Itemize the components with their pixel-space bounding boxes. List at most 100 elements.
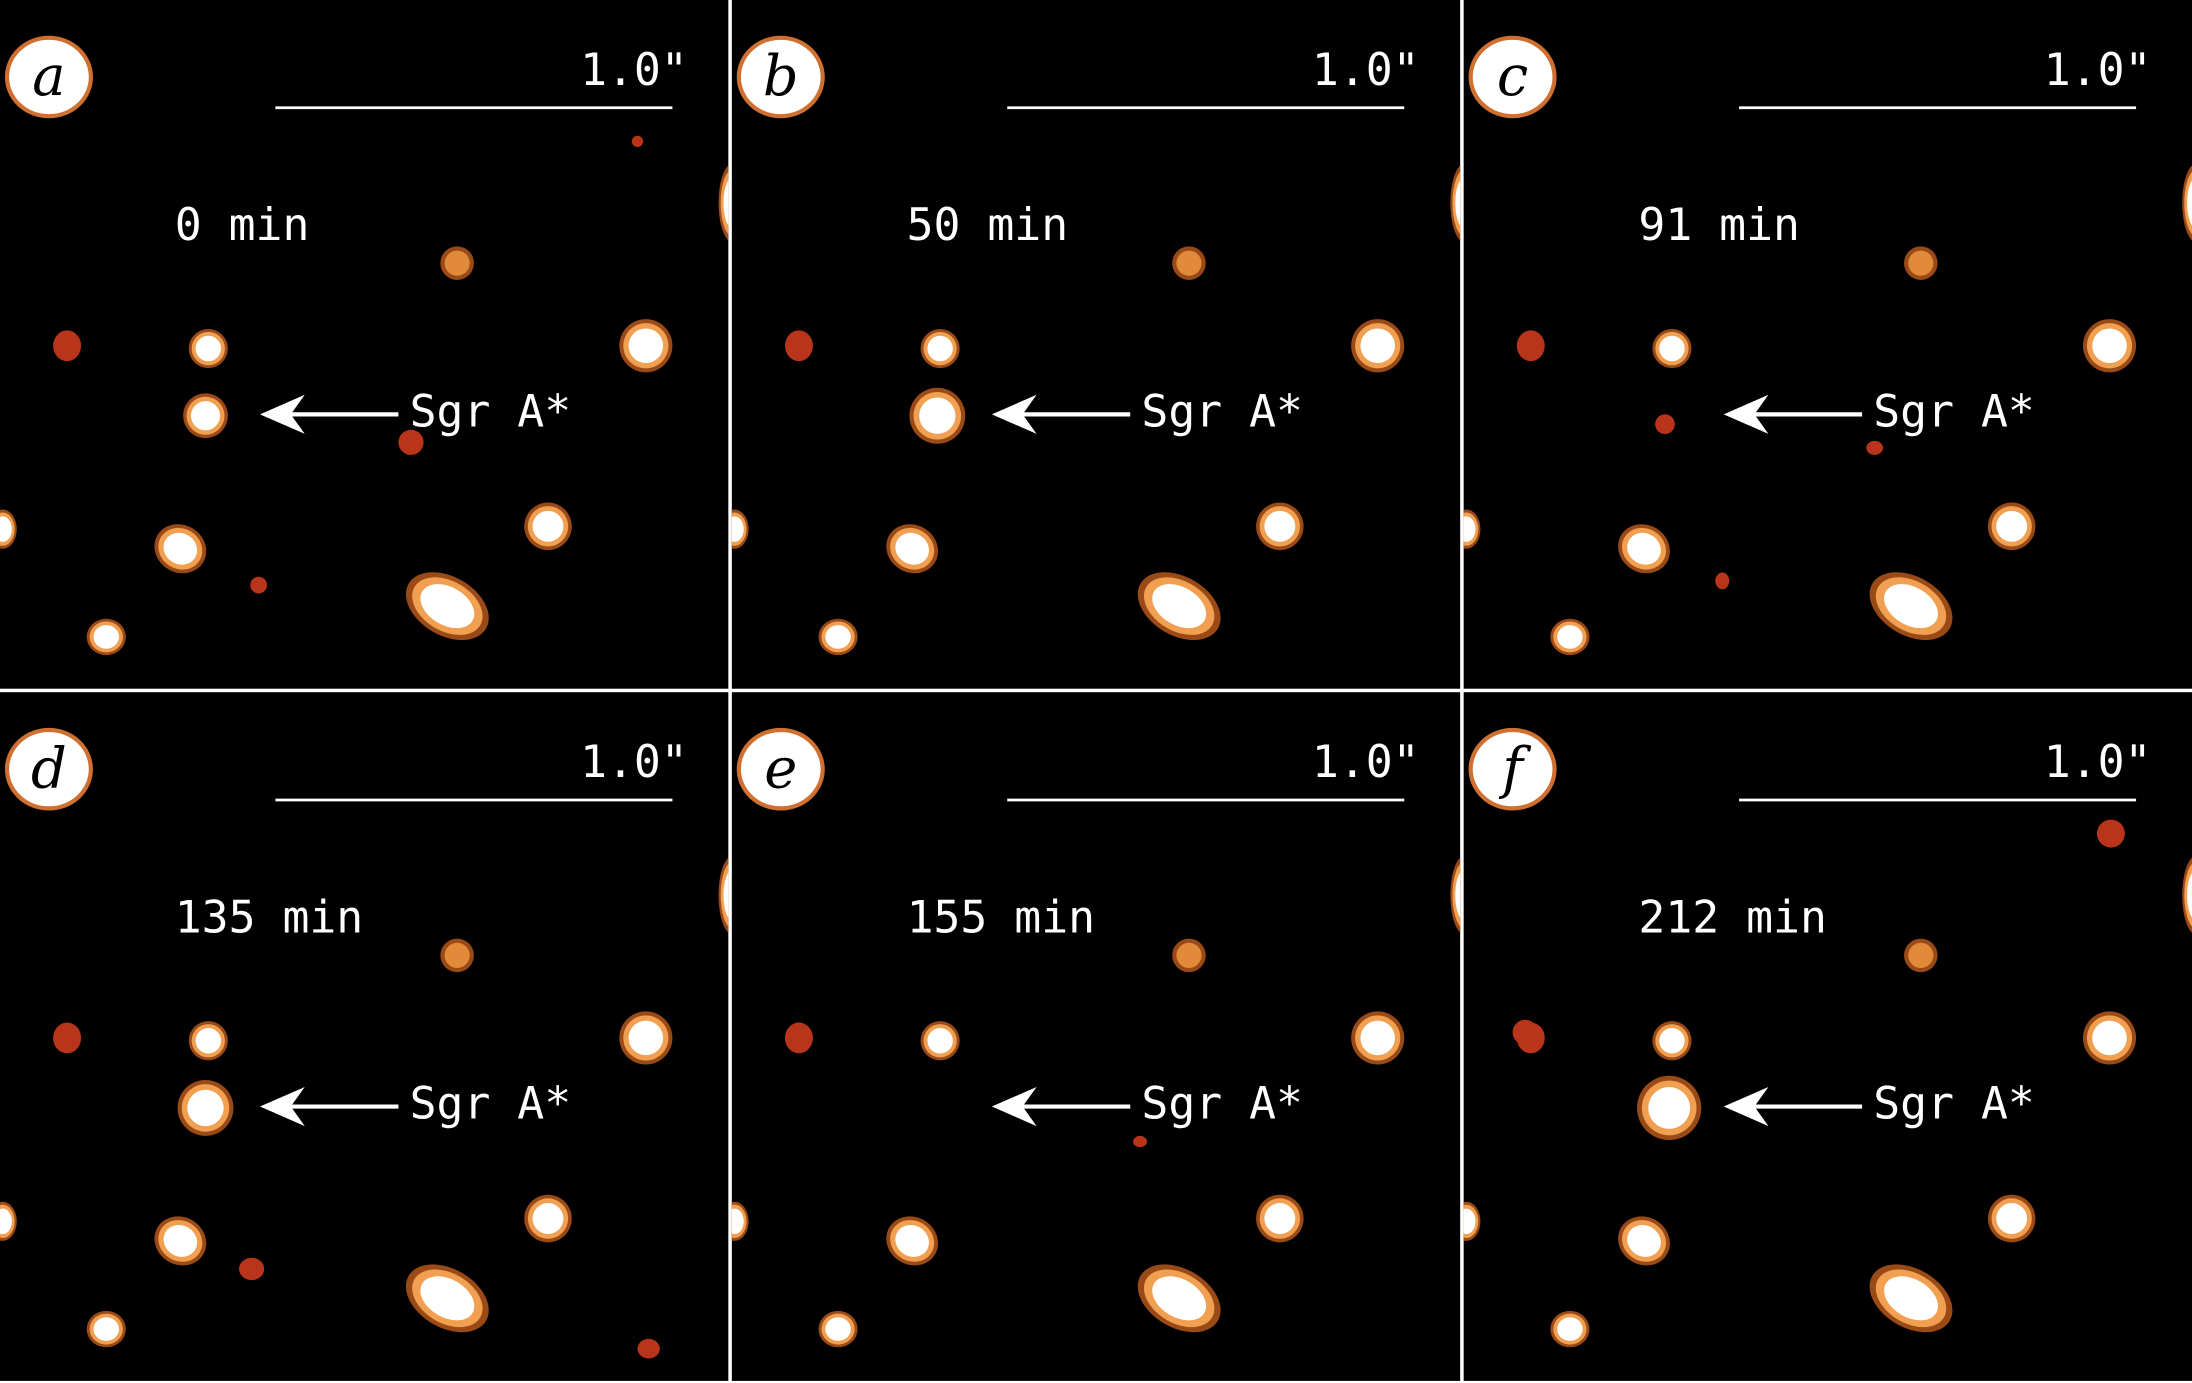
- star: [637, 1338, 660, 1359]
- star-core: [1152, 1276, 1207, 1321]
- star-core: [532, 1203, 564, 1234]
- star-core: [1360, 328, 1395, 364]
- panel-badge: [736, 35, 825, 119]
- star-core: [1659, 1028, 1685, 1054]
- star-core: [1627, 1224, 1661, 1257]
- star: [1516, 330, 1545, 362]
- target-label: Sgr A*: [410, 1077, 572, 1130]
- panel: e 1.0" 155 min Sgr A*: [731, 692, 1461, 1381]
- target-label: Sgr A*: [1141, 1077, 1303, 1130]
- star-core: [919, 397, 956, 434]
- arrow-head: [260, 1086, 305, 1127]
- star-field: [731, 165, 1461, 656]
- star-core: [1176, 942, 1202, 968]
- star-core: [2092, 1020, 2127, 1056]
- star-core: [731, 516, 744, 542]
- star-core: [1152, 584, 1207, 629]
- star-core: [825, 1317, 851, 1341]
- star-core: [628, 328, 664, 364]
- star-core: [1264, 1203, 1296, 1234]
- panel: d 1.0" 135 min Sgr A*: [0, 692, 729, 1381]
- star-core: [195, 1028, 222, 1054]
- panel-bg: [0, 0, 729, 689]
- panel-bg: [1463, 692, 2192, 1381]
- time-label: 135 min: [175, 890, 363, 943]
- star-core: [723, 872, 729, 918]
- star: [53, 330, 82, 362]
- scale-label: 1.0": [1312, 43, 1420, 96]
- star: [1133, 1135, 1148, 1148]
- panel-label: c: [1497, 44, 1528, 109]
- star-core: [1557, 1317, 1583, 1341]
- star-core: [1455, 180, 1461, 226]
- star: [250, 576, 268, 594]
- star-core: [895, 532, 929, 565]
- time-label: 91 min: [1638, 198, 1800, 251]
- star-core: [444, 250, 470, 276]
- time-label: 212 min: [1638, 890, 1826, 943]
- panel-badge: [1468, 35, 1557, 119]
- scale-label: 1.0": [580, 735, 688, 788]
- star-field: [1463, 165, 2192, 656]
- panel-bg: [731, 0, 1461, 689]
- panel-badge: [4, 727, 93, 811]
- star-core: [2187, 180, 2192, 226]
- scale-label: 1.0": [2044, 43, 2152, 96]
- panel-label: a: [32, 44, 65, 109]
- star-core: [444, 942, 470, 968]
- star-core: [1463, 1208, 1476, 1235]
- panel-label: d: [31, 736, 67, 801]
- time-label: 0 min: [175, 198, 310, 251]
- star: [53, 1022, 82, 1054]
- time-label: 155 min: [907, 890, 1095, 943]
- star-core: [927, 335, 953, 362]
- panel: c 1.0" 91 min Sgr A*: [1463, 0, 2192, 689]
- star: [1866, 440, 1884, 455]
- scale-label: 1.0": [2044, 735, 2152, 788]
- star-field: [731, 857, 1461, 1348]
- star-core: [420, 584, 475, 629]
- star-core: [190, 401, 221, 431]
- panel-badge: [1468, 727, 1557, 811]
- arrow-head: [991, 1086, 1037, 1127]
- star-core: [420, 1276, 475, 1321]
- star-core: [2187, 872, 2192, 918]
- star-core: [1455, 872, 1461, 918]
- scale-label: 1.0": [580, 43, 688, 96]
- star-core: [1659, 335, 1685, 362]
- star: [631, 135, 644, 147]
- arrow-head: [991, 394, 1037, 434]
- star-core: [1264, 510, 1296, 542]
- star-core: [1908, 250, 1934, 276]
- panel-bg: [0, 692, 729, 1381]
- star-core: [1996, 1203, 2028, 1234]
- star-core: [1648, 1087, 1691, 1129]
- star-core: [532, 510, 564, 542]
- star-field: [0, 135, 729, 656]
- panel-label: e: [764, 736, 797, 801]
- star-core: [1176, 250, 1202, 276]
- star-core: [1463, 516, 1476, 542]
- star-core: [825, 625, 851, 649]
- star-core: [1557, 625, 1583, 649]
- star: [2096, 819, 2125, 848]
- star-core: [0, 516, 12, 542]
- star-core: [195, 335, 222, 362]
- star-core: [731, 1208, 744, 1235]
- target-label: Sgr A*: [1873, 1077, 2035, 1130]
- scale-label: 1.0": [1312, 735, 1420, 788]
- star: [239, 1257, 265, 1281]
- arrow-head: [260, 394, 305, 434]
- panel-bg: [1463, 0, 2192, 689]
- time-label: 50 min: [907, 198, 1069, 251]
- star-core: [0, 1208, 12, 1235]
- star-field: [0, 857, 729, 1359]
- star-core: [628, 1020, 664, 1056]
- arrow-head: [1723, 1086, 1769, 1127]
- star: [1715, 572, 1730, 590]
- target-label: Sgr A*: [1873, 384, 2035, 437]
- star-core: [163, 532, 198, 565]
